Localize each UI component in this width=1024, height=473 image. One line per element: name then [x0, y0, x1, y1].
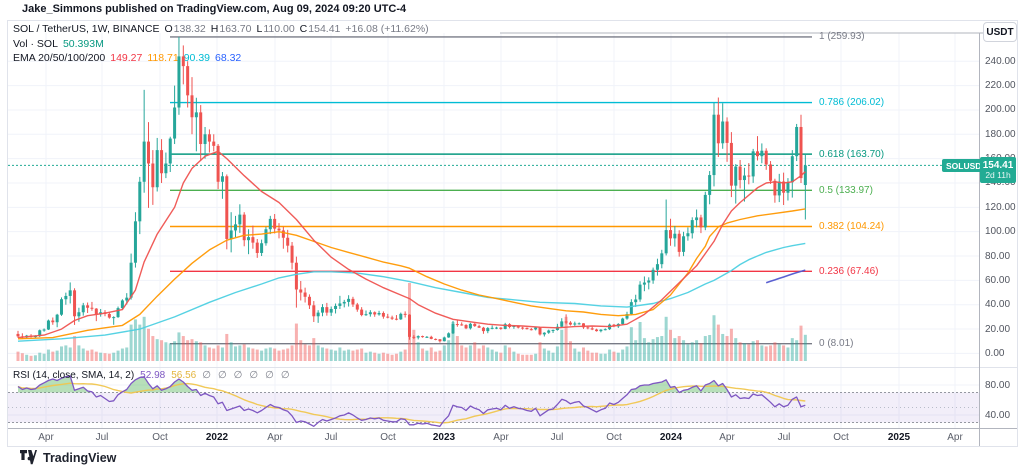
price-tick-label: 80.00 [985, 250, 1011, 262]
rsi-tick-label: 40.00 [985, 409, 1011, 421]
rsi-empty-values: ∅ ∅ ∅ ∅ ∅ ∅ [202, 370, 296, 381]
time-tick-month: Apr [267, 432, 283, 443]
rsi-tick-label: 80.00 [985, 379, 1011, 391]
tradingview-logo[interactable]: TradingView [20, 450, 116, 465]
rsi-empty-value-icon: ∅ [217, 370, 227, 381]
time-tick-month: Jul [777, 432, 791, 443]
time-tick-month: Jul [550, 432, 564, 443]
bar-countdown: 2d 11h [985, 169, 1011, 180]
ema-legend-row[interactable]: EMA 20/50/100/200 149.27 118.71 90.39 68… [13, 52, 241, 64]
ema200-value: 68.32 [215, 52, 242, 64]
time-tick-year: 2025 [887, 432, 911, 443]
rsi-ma-value: 56.56 [171, 370, 197, 381]
fib-level-label: 0.786 (206.02) [819, 97, 885, 109]
price-tick-label: 100.00 [985, 226, 1016, 238]
fib-level-label: 0 (8.01) [819, 338, 854, 350]
time-tick-month: Apr [947, 432, 963, 443]
rsi-empty-value-icon: ∅ [265, 370, 274, 381]
ema50-value: 118.71 [147, 52, 179, 64]
attribution-text: Jake_Simmons published on TradingView.co… [22, 3, 407, 15]
open-value: 138.32 [173, 23, 206, 35]
ema100-value: 90.39 [183, 52, 210, 64]
volume-value: 50.393M [62, 38, 104, 50]
rsi-legend-row[interactable]: RSI (14, close, SMA, 14, 2) 52.98 56.56 … [13, 370, 297, 381]
rsi-empty-value-icon: ∅ [280, 370, 290, 381]
currency-toggle-button[interactable]: USDT [983, 22, 1017, 42]
price-tick-label: 180.00 [985, 128, 1016, 140]
price-tick-label: 60.00 [985, 274, 1011, 286]
price-tick-label: 40.00 [985, 299, 1011, 311]
price-tick-label: 120.00 [985, 201, 1016, 213]
time-tick-month: Jul [324, 432, 338, 443]
time-tick-month: Apr [719, 432, 735, 443]
price-tick-label: 240.00 [985, 55, 1016, 67]
fib-level-label: 0.618 (163.70) [819, 148, 885, 160]
time-tick-month: Oct [833, 432, 849, 443]
current-price-label: 154.41 2d 11h [980, 157, 1016, 183]
time-tick-month: Oct [380, 432, 396, 443]
rsi-value: 52.98 [140, 370, 166, 381]
symbol-legend-row[interactable]: SOL / TetherUS, 1W, BINANCE O 138.32 H 163… [13, 23, 429, 35]
open-label: O [164, 23, 173, 35]
price-tick-label: 220.00 [985, 80, 1016, 92]
ema-label: EMA 20/50/100/200 [13, 52, 106, 64]
symbol-price-badge: SOLUSDT [942, 159, 991, 172]
volume-label: Vol · SOL [13, 38, 58, 50]
high-value: 163.70 [219, 23, 252, 35]
rsi-empty-value-icon: ∅ [249, 370, 259, 381]
change-value: +16.08 (+11.62%) [345, 23, 429, 35]
time-tick-year: 2024 [659, 432, 683, 443]
price-tick-label: 20.00 [985, 323, 1011, 335]
time-tick-month: Oct [152, 432, 168, 443]
time-tick-month: Jul [95, 432, 109, 443]
time-tick-month: Oct [606, 432, 622, 443]
time-tick-year: 2022 [205, 432, 229, 443]
tradingview-logo-text: TradingView [43, 450, 117, 465]
high-label: H [210, 23, 219, 35]
price-tick-label: 0.00 [985, 347, 1005, 359]
symbol-title[interactable]: SOL / TetherUS, 1W, BINANCE [13, 23, 160, 35]
tradingview-logo-icon [20, 450, 37, 465]
rsi-title: RSI (14, close, SMA, 14, 2) [13, 370, 135, 381]
low-label: L [256, 23, 263, 35]
close-label: C [299, 23, 308, 35]
current-price-value: 154.41 [982, 159, 1014, 171]
time-tick-year: 2023 [432, 432, 456, 443]
fib-level-label: 0.5 (133.97) [819, 184, 873, 196]
volume-legend-row[interactable]: Vol · SOL 50.393M [13, 38, 104, 50]
fib-level-label: 0.382 (104.24) [819, 221, 885, 232]
time-tick-month: Apr [38, 432, 54, 443]
rsi-empty-value-icon: ∅ [233, 370, 243, 381]
fib-level-label: 0.236 (67.46) [819, 265, 879, 277]
ema20-value: 149.27 [110, 52, 143, 64]
rsi-empty-value-icon: ∅ [202, 370, 211, 381]
price-tick-label: 200.00 [985, 104, 1016, 116]
time-tick-month: Apr [493, 432, 509, 443]
close-value: 154.41 [308, 23, 341, 35]
low-value: 110.00 [263, 23, 295, 35]
fib-level-label: 1 (259.93) [819, 31, 865, 43]
